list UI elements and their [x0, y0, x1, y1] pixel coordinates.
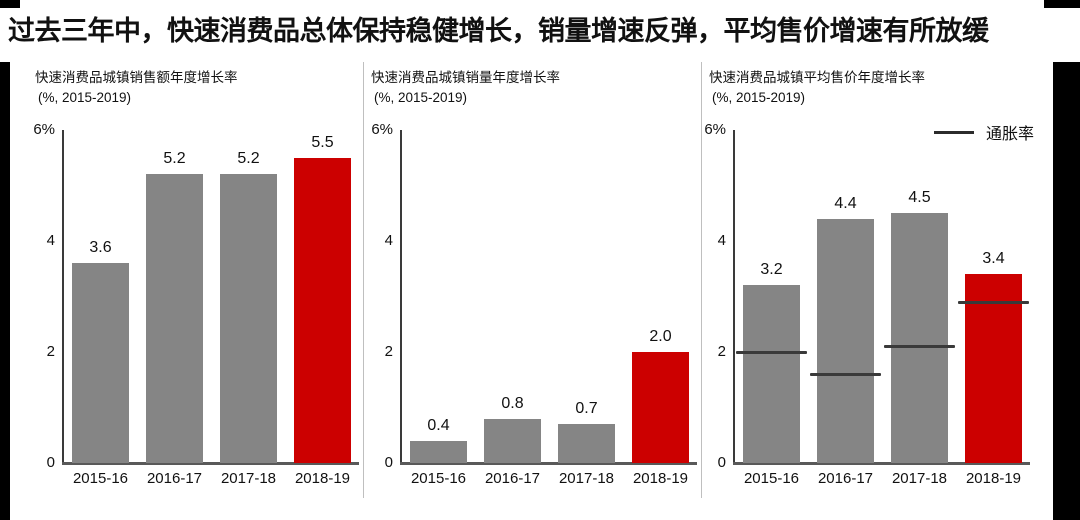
chart-title-block: 快速消费品城镇销售额年度增长率 (%, 2015-2019) — [35, 68, 238, 107]
x-axis-label: 2017-18 — [220, 470, 277, 487]
inflation-line-icon — [934, 130, 974, 134]
y-tick-label: 2 — [384, 343, 393, 360]
chart-panel-average-price-growth: 快速消费品城镇平均售价年度增长率 (%, 2015-2019) 通胀率 0 2 4 6… — [702, 62, 1053, 520]
x-axis — [733, 462, 1030, 465]
x-axis — [62, 462, 359, 465]
y-tick-label: 2 — [717, 343, 726, 360]
y-axis — [733, 130, 735, 463]
bar-value-label: 5.2 — [163, 150, 186, 168]
x-axis-label: 2017-18 — [891, 470, 948, 487]
inflation-rate-line — [884, 345, 955, 349]
frame-strip-right — [1053, 62, 1080, 520]
x-axis-label: 2018-19 — [294, 470, 351, 487]
y-tick-label: 4 — [717, 232, 726, 249]
bar — [484, 418, 541, 463]
y-axis — [62, 130, 64, 463]
x-axis-label: 2016-17 — [146, 470, 203, 487]
x-axis-label: 2015-16 — [72, 470, 129, 487]
frame-corner-left — [0, 0, 20, 8]
x-axis-label: 2015-16 — [410, 470, 467, 487]
x-axis-label: 2018-19 — [965, 470, 1022, 487]
chart-title: 快速消费品城镇销售额年度增长率 — [35, 70, 238, 85]
chart-subtitle: (%, 2015-2019) — [374, 89, 468, 105]
plot-area: 0 2 4 6% 3.6 2015-16 5.2 2016-17 5.2 2017-18 5.5 20… — [10, 62, 363, 520]
bar — [891, 213, 948, 463]
chart-panel-sales-value-growth: 快速消费品城镇销售额年度增长率 (%, 2015-2019) 0 2 4 6% 3.6 2… — [10, 62, 363, 520]
bar — [743, 285, 800, 463]
frame-strip-left — [0, 62, 10, 520]
bar-value-label: 3.4 — [982, 250, 1005, 268]
panel-divider — [701, 62, 702, 498]
inflation-legend-label: 通胀率 — [986, 126, 1035, 143]
x-axis — [400, 462, 697, 465]
bar-value-label: 0.4 — [427, 416, 450, 434]
chart-title: 快速消费品城镇销量年度增长率 — [371, 70, 560, 85]
bar — [965, 274, 1022, 463]
y-tick-label: 0 — [384, 454, 393, 471]
frame-corner-right — [1044, 0, 1080, 8]
y-tick-label: 6% — [33, 121, 55, 138]
chart-title: 快速消费品城镇平均售价年度增长率 — [709, 70, 925, 85]
y-tick-label: 6% — [371, 121, 393, 138]
plot-area: 0 2 4 6% 0.4 2015-16 0.8 2016-17 0.7 2017-18 2.0 20… — [364, 62, 701, 520]
bar-value-label: 2.0 — [649, 328, 672, 345]
bar — [558, 424, 615, 463]
bar-value-label: 5.2 — [237, 150, 260, 168]
inflation-rate-line — [810, 373, 881, 377]
y-tick-label: 0 — [46, 454, 55, 471]
y-tick-label: 2 — [46, 343, 55, 360]
x-axis-label: 2017-18 — [558, 470, 615, 487]
bar-value-label: 4.4 — [834, 194, 857, 212]
chart-title-block: 快速消费品城镇销量年度增长率 (%, 2015-2019) — [371, 68, 560, 107]
chart-subtitle: (%, 2015-2019) — [712, 89, 806, 105]
bar-value-label: 3.2 — [760, 261, 783, 279]
chart-panel-sales-volume-growth: 快速消费品城镇销量年度增长率 (%, 2015-2019) 0 2 4 6% 0.4 20… — [364, 62, 701, 520]
y-axis — [400, 130, 402, 463]
x-axis-label: 2016-17 — [817, 470, 874, 487]
y-tick-label: 4 — [46, 232, 55, 249]
bar — [220, 174, 277, 463]
bar — [294, 157, 351, 463]
y-tick-label: 6% — [704, 121, 726, 138]
bar — [410, 440, 467, 463]
chart-subtitle: (%, 2015-2019) — [38, 89, 132, 105]
bar — [72, 263, 129, 463]
inflation-legend: 通胀率 — [934, 120, 1034, 144]
slide-headline: 过去三年中，快速消费品总体保持稳健增长，销量增速反弹，平均售价增速有所放缓 — [8, 16, 989, 46]
inflation-rate-line — [958, 301, 1029, 305]
bar-value-label: 0.8 — [501, 394, 524, 412]
inflation-rate-line — [736, 351, 807, 354]
y-tick-label: 4 — [384, 232, 393, 249]
bar — [632, 352, 689, 463]
y-tick-label: 0 — [717, 454, 726, 471]
panel-divider — [363, 62, 364, 498]
chart-title-block: 快速消费品城镇平均售价年度增长率 (%, 2015-2019) — [709, 68, 925, 107]
bar-value-label: 0.7 — [575, 400, 598, 418]
x-axis-label: 2015-16 — [743, 470, 800, 487]
bar-value-label: 4.5 — [908, 189, 931, 207]
bar — [817, 218, 874, 463]
x-axis-label: 2016-17 — [484, 470, 541, 487]
charts-area: 快速消费品城镇销售额年度增长率 (%, 2015-2019) 0 2 4 6% 3.6 2… — [10, 62, 1053, 520]
plot-area: 0 2 4 6% 3.2 2015-16 4.4 2016-17 4.5 2017-18 3.4 20… — [702, 62, 1053, 520]
bar-value-label: 3.6 — [89, 239, 112, 257]
bar — [146, 174, 203, 463]
bar-value-label: 5.5 — [311, 133, 334, 151]
x-axis-label: 2018-19 — [632, 470, 689, 487]
